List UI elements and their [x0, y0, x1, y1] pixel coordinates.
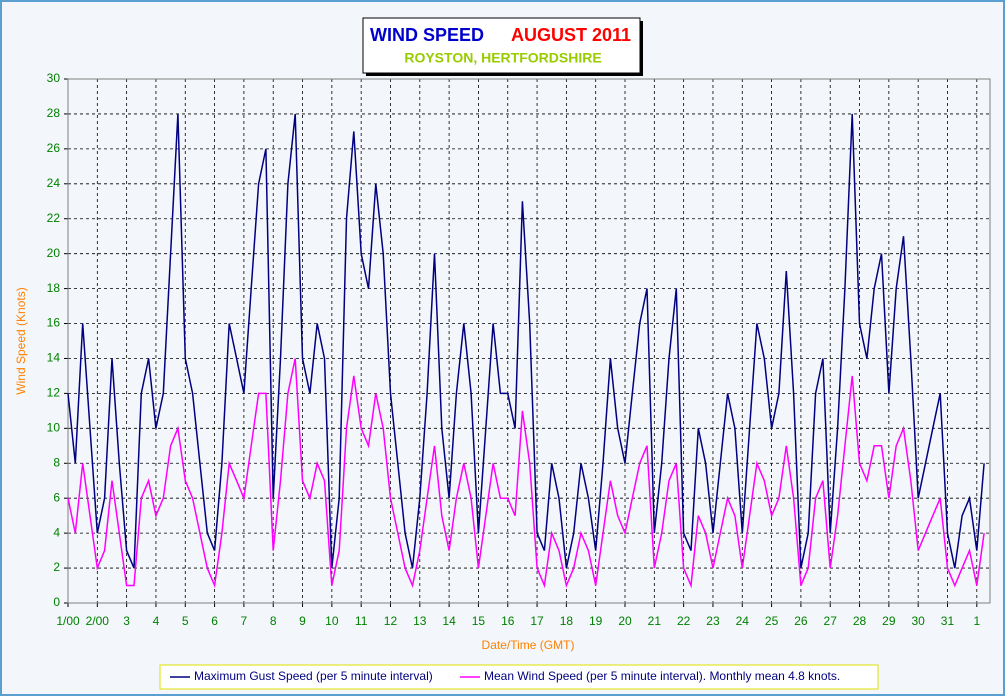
- x-tick-label: 12: [384, 614, 398, 628]
- y-axis-label: Wind Speed (Knots): [14, 287, 28, 394]
- y-tick-label: 28: [47, 106, 61, 120]
- x-tick-label: 19: [589, 614, 603, 628]
- x-tick-label: 23: [706, 614, 720, 628]
- x-tick-label: 25: [765, 614, 779, 628]
- x-tick-label: 16: [501, 614, 515, 628]
- x-tick-label: 29: [882, 614, 896, 628]
- x-tick-label: 15: [472, 614, 486, 628]
- y-tick-label: 16: [47, 316, 61, 330]
- x-tick-label: 21: [648, 614, 662, 628]
- x-tick-label: 30: [911, 614, 925, 628]
- x-tick-label: 27: [824, 614, 838, 628]
- y-tick-label: 24: [47, 176, 61, 190]
- x-axis-label: Date/Time (GMT): [482, 638, 575, 652]
- y-tick-label: 0: [53, 595, 60, 609]
- x-tick-label: 6: [211, 614, 218, 628]
- title-box: [362, 17, 641, 74]
- x-tick-label: 8: [270, 614, 277, 628]
- x-tick-label: 7: [241, 614, 248, 628]
- x-tick-label: 24: [736, 614, 750, 628]
- y-tick-label: 26: [47, 141, 61, 155]
- y-tick-label: 20: [47, 246, 61, 260]
- x-tick-label: 28: [853, 614, 867, 628]
- location: ROYSTON, HERTFORDSHIRE: [404, 50, 601, 66]
- x-tick-label: 1/00: [56, 614, 80, 628]
- y-tick-label: 8: [53, 455, 60, 469]
- y-tick-label: 4: [53, 525, 60, 539]
- y-tick-label: 2: [53, 560, 60, 574]
- legend: [159, 664, 879, 690]
- chart-subtitle: AUGUST 2011: [511, 25, 631, 45]
- y-tick-label: 6: [53, 490, 60, 504]
- x-tick-label: 17: [530, 614, 544, 628]
- y-tick-label: 14: [47, 351, 61, 365]
- legend-label: Maximum Gust Speed (per 5 minute interva…: [194, 669, 433, 683]
- y-tick-label: 10: [47, 421, 61, 435]
- x-tick-label: 18: [560, 614, 574, 628]
- y-tick-label: 30: [47, 71, 61, 85]
- x-tick-label: 14: [442, 614, 456, 628]
- y-tick-label: 12: [47, 386, 61, 400]
- x-tick-label: 3: [123, 614, 130, 628]
- x-tick-label: 13: [413, 614, 427, 628]
- series-line: [67, 358, 985, 589]
- plot-border: [67, 78, 991, 604]
- x-tick-label: 26: [794, 614, 808, 628]
- x-tick-label: 11: [355, 614, 368, 628]
- x-tick-label: 9: [299, 614, 306, 628]
- chart-title: WIND SPEED: [370, 25, 484, 45]
- x-tick-label: 10: [325, 614, 339, 628]
- x-tick-label: 4: [153, 614, 160, 628]
- x-tick-label: 31: [941, 614, 955, 628]
- x-tick-label: 5: [182, 614, 189, 628]
- y-tick-label: 18: [47, 281, 61, 295]
- x-tick-label: 22: [677, 614, 691, 628]
- series-line: [67, 113, 985, 569]
- legend-label: Mean Wind Speed (per 5 minute interval).…: [484, 669, 840, 683]
- x-tick-label: 1: [973, 614, 980, 628]
- x-tick-label: 2/00: [86, 614, 110, 628]
- x-tick-label: 20: [618, 614, 632, 628]
- y-tick-label: 22: [47, 211, 61, 225]
